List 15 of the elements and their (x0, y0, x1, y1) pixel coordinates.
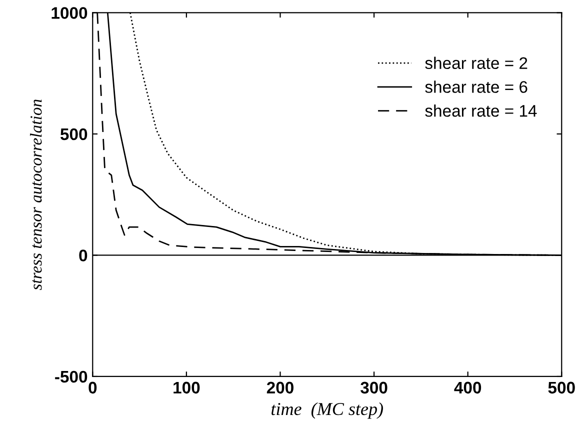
x-tick-label: 500 (548, 382, 575, 394)
x-tick-label: 300 (360, 382, 388, 394)
y-tick-label: -500 (55, 370, 88, 383)
y-tick-label: 0 (79, 250, 88, 262)
y-axis-title: stress tensor autocorrelation (30, 100, 42, 290)
y-tick-label: 500 (60, 128, 88, 140)
x-tick-label: 100 (174, 382, 200, 394)
x-tick-label: 0 (88, 382, 97, 394)
x-tick-label: 200 (266, 382, 294, 394)
x-axis-title: time (MC step) (272, 402, 383, 419)
legend-label: shear rate = 6 (425, 80, 528, 93)
y-tick-label: 1000 (52, 7, 88, 19)
x-tick-label: 400 (454, 382, 482, 394)
legend-label: shear rate = 2 (425, 56, 528, 70)
legend-label: shear rate = 14 (425, 104, 537, 117)
